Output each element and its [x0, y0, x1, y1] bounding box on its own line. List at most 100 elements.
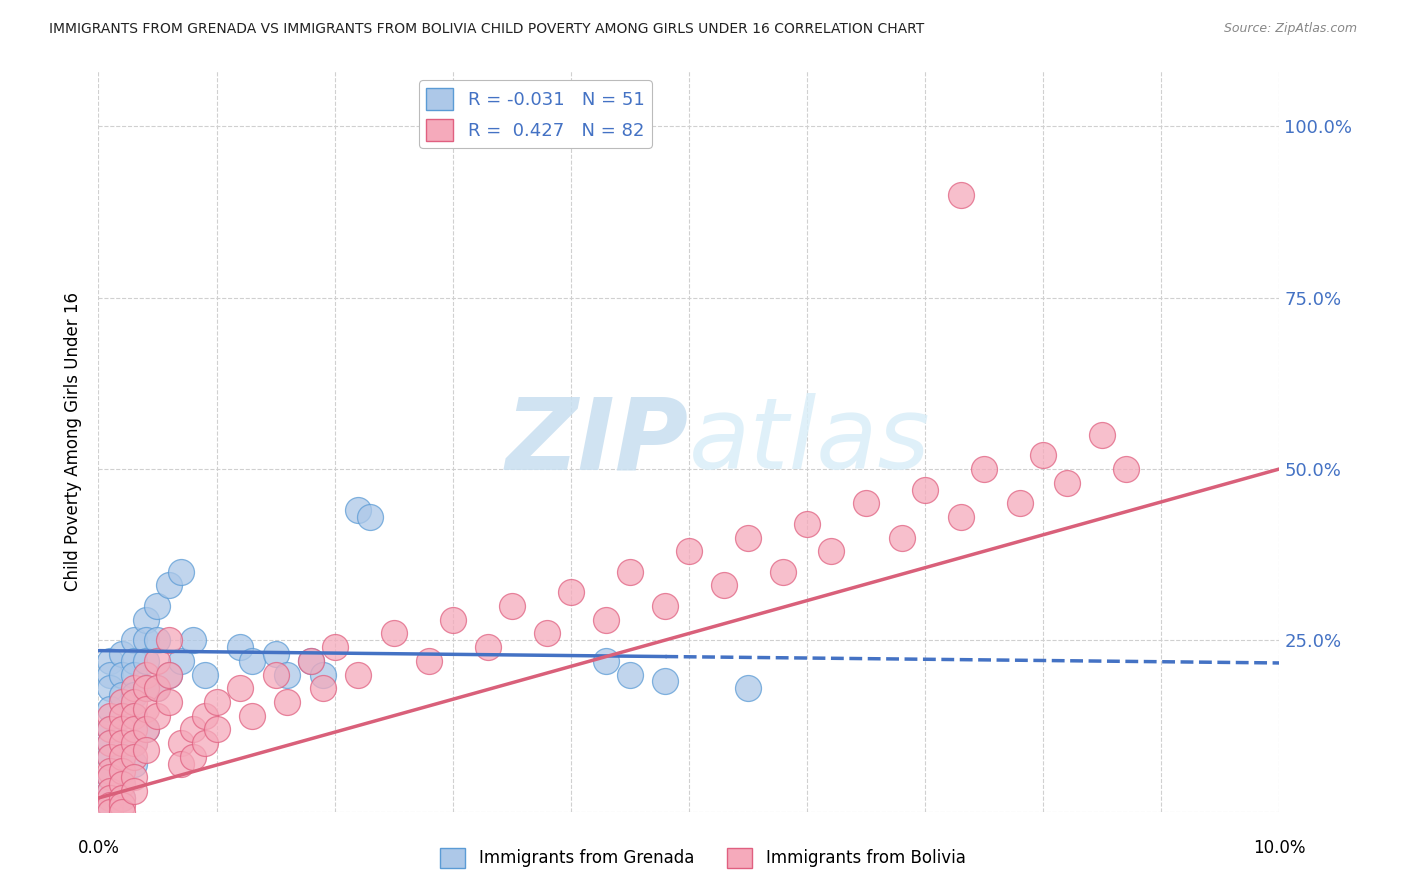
- Point: [654, 599, 676, 613]
- Point: [229, 640, 252, 655]
- Point: [146, 681, 169, 696]
- Text: ZIP: ZIP: [506, 393, 689, 490]
- Point: [98, 750, 121, 764]
- Point: [146, 633, 169, 648]
- Point: [619, 565, 641, 579]
- Point: [135, 723, 157, 737]
- Point: [146, 654, 169, 668]
- Point: [205, 695, 228, 709]
- Point: [98, 723, 121, 737]
- Point: [111, 708, 134, 723]
- Point: [122, 681, 145, 696]
- Point: [111, 750, 134, 764]
- Point: [111, 695, 134, 709]
- Point: [122, 736, 145, 750]
- Point: [98, 771, 121, 785]
- Point: [1056, 475, 1078, 490]
- Point: [111, 777, 134, 791]
- Point: [713, 578, 735, 592]
- Point: [973, 462, 995, 476]
- Point: [157, 695, 180, 709]
- Point: [240, 708, 263, 723]
- Point: [205, 723, 228, 737]
- Point: [135, 681, 157, 696]
- Point: [122, 708, 145, 723]
- Point: [619, 667, 641, 681]
- Point: [111, 764, 134, 778]
- Point: [111, 791, 134, 805]
- Point: [111, 708, 134, 723]
- Point: [98, 797, 121, 812]
- Point: [1032, 448, 1054, 462]
- Point: [146, 599, 169, 613]
- Point: [111, 777, 134, 791]
- Point: [194, 667, 217, 681]
- Point: [157, 667, 180, 681]
- Point: [98, 667, 121, 681]
- Point: [98, 702, 121, 716]
- Point: [157, 633, 180, 648]
- Point: [240, 654, 263, 668]
- Point: [1008, 496, 1031, 510]
- Point: [276, 695, 298, 709]
- Point: [122, 756, 145, 771]
- Point: [359, 510, 381, 524]
- Point: [441, 613, 464, 627]
- Point: [170, 756, 193, 771]
- Point: [98, 654, 121, 668]
- Text: atlas: atlas: [689, 393, 931, 490]
- Point: [678, 544, 700, 558]
- Point: [135, 702, 157, 716]
- Point: [949, 510, 972, 524]
- Point: [98, 805, 121, 819]
- Point: [122, 708, 145, 723]
- Point: [122, 723, 145, 737]
- Point: [111, 791, 134, 805]
- Point: [820, 544, 842, 558]
- Point: [157, 578, 180, 592]
- Point: [264, 647, 287, 661]
- Point: [347, 503, 370, 517]
- Point: [111, 688, 134, 702]
- Point: [146, 708, 169, 723]
- Point: [111, 667, 134, 681]
- Point: [347, 667, 370, 681]
- Point: [135, 667, 157, 681]
- Point: [890, 531, 912, 545]
- Point: [299, 654, 322, 668]
- Point: [477, 640, 499, 655]
- Point: [111, 756, 134, 771]
- Point: [122, 654, 145, 668]
- Point: [418, 654, 440, 668]
- Point: [560, 585, 582, 599]
- Point: [111, 736, 134, 750]
- Point: [98, 764, 121, 778]
- Point: [111, 736, 134, 750]
- Point: [949, 187, 972, 202]
- Point: [312, 681, 335, 696]
- Point: [122, 667, 145, 681]
- Y-axis label: Child Poverty Among Girls Under 16: Child Poverty Among Girls Under 16: [65, 292, 83, 591]
- Point: [654, 674, 676, 689]
- Point: [122, 784, 145, 798]
- Point: [181, 750, 204, 764]
- Point: [264, 667, 287, 681]
- Legend: R = -0.031   N = 51, R =  0.427   N = 82: R = -0.031 N = 51, R = 0.427 N = 82: [419, 80, 652, 148]
- Point: [737, 531, 759, 545]
- Point: [122, 771, 145, 785]
- Point: [536, 626, 558, 640]
- Point: [772, 565, 794, 579]
- Point: [595, 654, 617, 668]
- Point: [122, 633, 145, 648]
- Point: [98, 750, 121, 764]
- Point: [98, 723, 121, 737]
- Point: [98, 708, 121, 723]
- Point: [146, 681, 169, 696]
- Point: [501, 599, 523, 613]
- Point: [122, 736, 145, 750]
- Point: [98, 784, 121, 798]
- Point: [111, 797, 134, 812]
- Point: [170, 736, 193, 750]
- Point: [98, 784, 121, 798]
- Point: [170, 654, 193, 668]
